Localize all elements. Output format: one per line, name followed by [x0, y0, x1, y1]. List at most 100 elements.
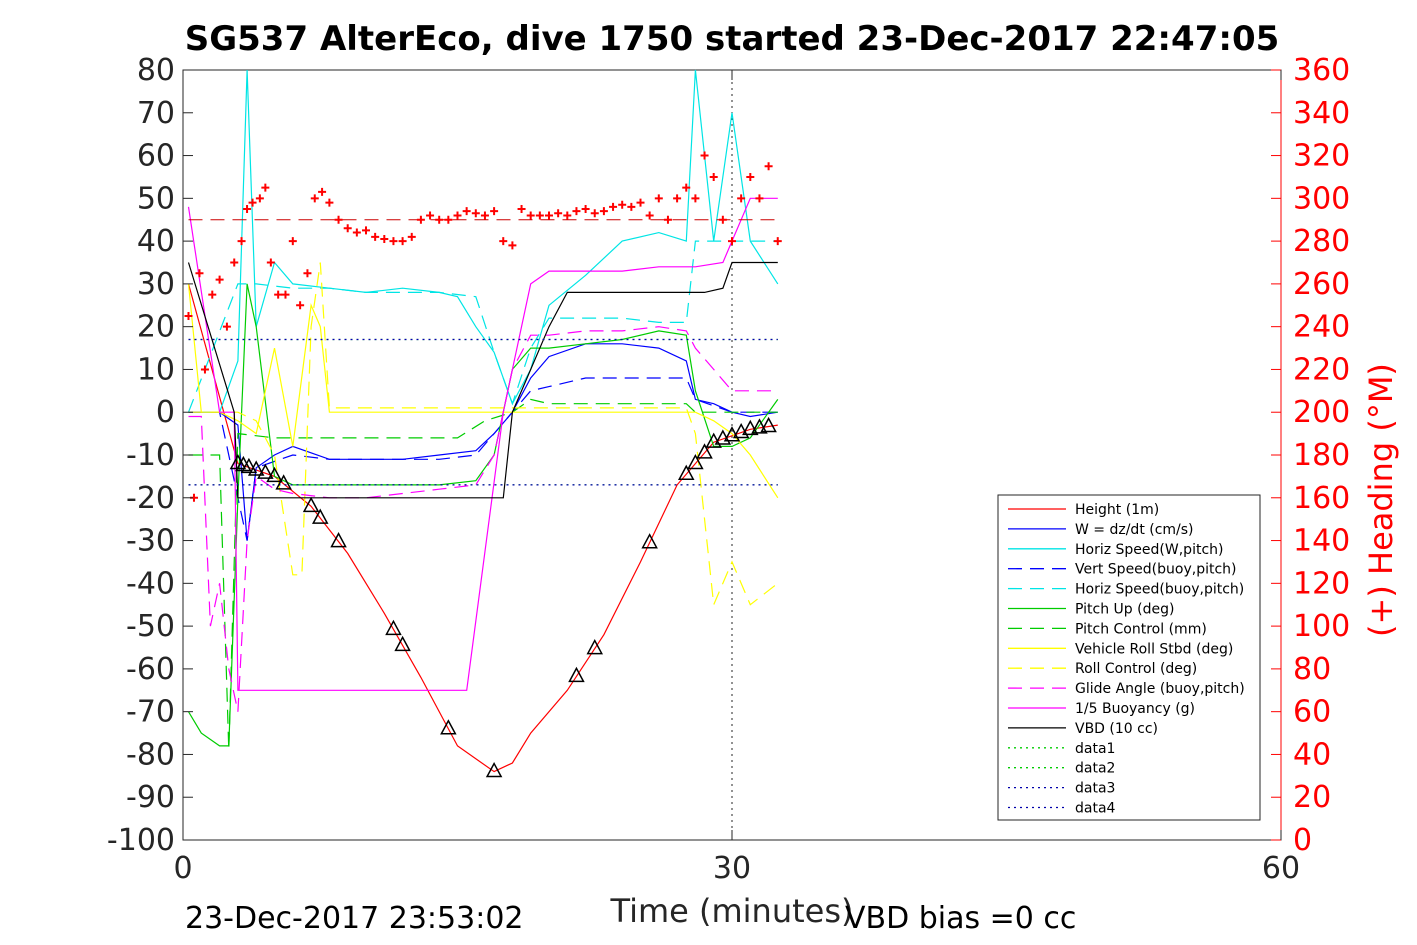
heading-point	[755, 194, 764, 203]
heading-point	[230, 258, 239, 267]
heading-point	[248, 198, 257, 207]
y-tick-label: -100	[107, 823, 175, 858]
y-tick-label: 70	[137, 96, 175, 131]
y-tick-label: -90	[126, 780, 175, 815]
legend-label: Glide Angle (buoy,pitch)	[1075, 681, 1245, 697]
heading-point	[581, 205, 590, 214]
heading-point	[645, 211, 654, 220]
y-right-tick-label: 20	[1293, 780, 1331, 815]
series-line	[188, 326, 778, 712]
heading-point	[517, 205, 526, 214]
heading-point	[303, 269, 312, 278]
heading-point	[288, 237, 297, 246]
heading-point	[563, 211, 572, 220]
right-axis-label: (+) Heading (°M)	[1362, 363, 1400, 637]
heading-point	[296, 301, 305, 310]
heading-point	[310, 194, 319, 203]
heading-point	[318, 187, 327, 196]
heading-point	[663, 215, 672, 224]
heading-point	[590, 209, 599, 218]
height-marker	[302, 496, 320, 513]
legend-label: data3	[1075, 781, 1115, 797]
heading-point	[352, 228, 361, 237]
height-marker	[641, 533, 658, 549]
heading-point	[709, 172, 718, 181]
heading-point	[407, 232, 416, 241]
y-right-tick-label: 40	[1293, 737, 1331, 772]
y-tick-label: -20	[126, 481, 175, 516]
heading-point	[255, 194, 264, 203]
legend-label: data4	[1075, 801, 1116, 817]
heading-point	[343, 224, 352, 233]
height-marker	[677, 464, 695, 480]
y-right-tick-label: 280	[1293, 224, 1350, 259]
series-line	[188, 377, 778, 541]
height-triangle-markers	[229, 416, 777, 778]
axes: 80706050403020100-10-20-30-40-50-60-70-8…	[107, 53, 1350, 886]
heading-point	[398, 237, 407, 246]
heading-point	[261, 183, 270, 192]
x-tick-label: 30	[713, 851, 751, 886]
series-line	[187, 240, 778, 413]
heading-point	[654, 194, 663, 203]
height-marker	[687, 453, 704, 470]
y-right-tick-label: 340	[1293, 96, 1350, 131]
heading-point	[691, 194, 700, 203]
legend-label: Vert Speed(buoy,pitch)	[1075, 562, 1237, 578]
y-tick-label: 0	[156, 395, 175, 430]
series-line	[188, 69, 779, 413]
legend-label: Pitch Control (mm)	[1075, 621, 1207, 637]
heading-point	[215, 275, 224, 284]
height-marker	[247, 460, 265, 476]
y-tick-label: -50	[126, 609, 175, 644]
height-marker	[568, 666, 585, 683]
heading-point	[737, 194, 746, 203]
heading-point	[208, 290, 217, 299]
height-marker	[751, 418, 768, 434]
y-right-tick-label: 240	[1293, 310, 1350, 345]
heading-point	[499, 237, 508, 246]
heading-point	[274, 290, 283, 299]
height-marker	[385, 619, 402, 636]
y-right-tick-label: 180	[1293, 438, 1350, 473]
heading-point	[462, 207, 471, 216]
heading-point	[200, 365, 209, 374]
heading-point	[237, 237, 246, 246]
heading-point	[371, 232, 380, 241]
y-right-tick-label: 320	[1293, 139, 1350, 174]
heading-point	[764, 162, 773, 171]
series-line	[187, 283, 779, 499]
legend-label: Height (1m)	[1075, 502, 1159, 518]
y-tick-label: 10	[137, 352, 175, 387]
y-right-tick-label: 120	[1293, 566, 1350, 601]
series-lines	[187, 69, 779, 773]
heading-point	[184, 311, 193, 320]
height-marker	[742, 419, 759, 436]
y-tick-label: 60	[137, 139, 175, 174]
heading-point	[195, 269, 204, 278]
legend-label: Roll Control (deg)	[1075, 661, 1197, 677]
heading-point	[636, 198, 645, 207]
height-marker	[485, 761, 503, 778]
y-right-tick-label: 80	[1293, 652, 1331, 687]
series-line	[187, 197, 778, 691]
y-tick-label: 20	[137, 310, 175, 345]
heading-point	[362, 226, 370, 235]
chart-title: SG537 AlterEco, dive 1750 started 23-Dec…	[185, 19, 1280, 59]
height-marker	[330, 532, 347, 548]
heading-point	[673, 194, 682, 203]
y-tick-label: -60	[126, 652, 175, 687]
heading-point	[618, 200, 627, 209]
heading-point	[266, 258, 275, 267]
y-tick-label: 30	[137, 267, 175, 302]
heading-point	[416, 215, 425, 224]
y-tick-label: 40	[137, 224, 175, 259]
heading-point	[599, 207, 608, 216]
legend-label: 1/5 Buoyancy (g)	[1075, 701, 1195, 717]
heading-point	[222, 322, 231, 331]
height-marker	[275, 474, 292, 490]
heading-point	[471, 209, 480, 218]
y-tick-label: 50	[137, 181, 175, 216]
heading-point	[334, 215, 343, 224]
